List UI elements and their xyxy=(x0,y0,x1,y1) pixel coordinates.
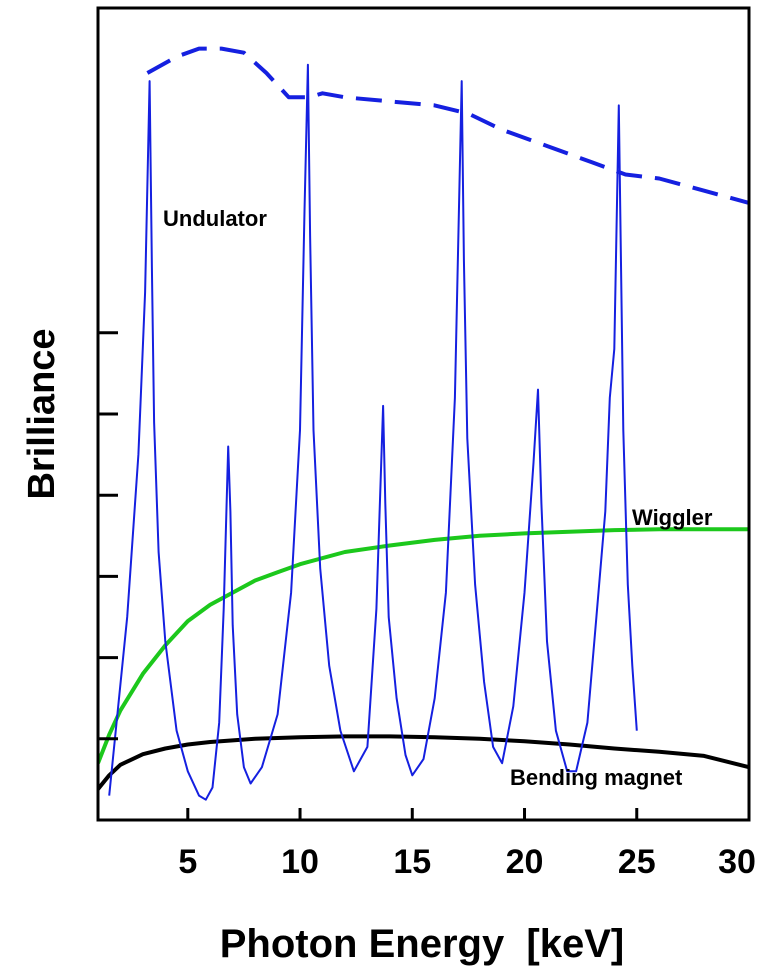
bending-magnet-line xyxy=(98,734,749,791)
undulator-label: Undulator xyxy=(163,206,267,231)
plot-frame xyxy=(96,6,751,822)
undulator-envelope-line xyxy=(146,46,749,205)
ticks-layer: 5 10 15 20 25 30 xyxy=(98,331,756,881)
bending-magnet-label: Bending magnet xyxy=(510,765,683,790)
wiggler-label: Wiggler xyxy=(632,505,713,530)
undulator-line xyxy=(108,63,638,801)
x-tick-label: 5 xyxy=(178,843,197,881)
series-layer xyxy=(98,46,749,801)
y-axis-title: Brilliance xyxy=(21,328,63,499)
x-tick-label: 25 xyxy=(618,843,656,881)
x-tick-label: 30 xyxy=(718,843,756,881)
x-tick-label: 10 xyxy=(281,843,319,881)
x-tick-label: 15 xyxy=(393,843,431,881)
x-axis-title: Photon Energy [keV] xyxy=(220,922,625,966)
wiggler-line xyxy=(98,527,749,764)
x-tick-label: 20 xyxy=(506,843,544,881)
